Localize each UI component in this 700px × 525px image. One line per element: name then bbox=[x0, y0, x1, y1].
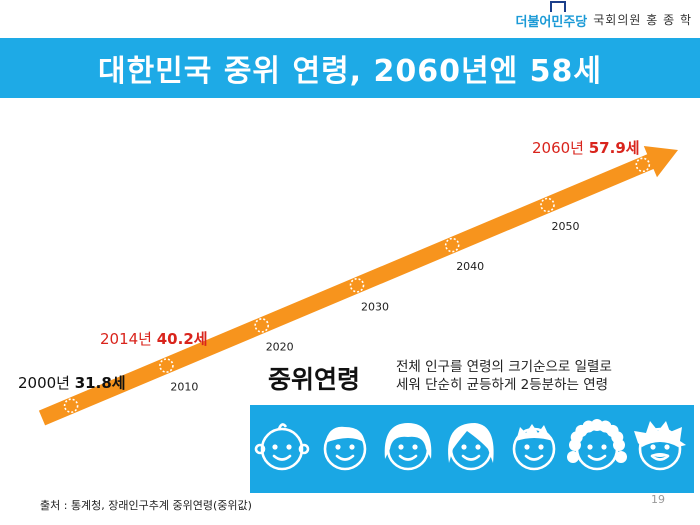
curly-woman-face-icon bbox=[567, 419, 627, 471]
girl-face-icon bbox=[384, 423, 432, 471]
boy-face-icon bbox=[323, 426, 367, 471]
callout-2014: 2014년 40.2세 bbox=[100, 330, 208, 348]
old-man-face-icon bbox=[634, 421, 686, 471]
man-face-icon bbox=[512, 424, 556, 471]
tick-label-2050: 2050 bbox=[552, 220, 580, 233]
year-marker-2010 bbox=[159, 358, 174, 373]
page-title: 대한민국 중위 연령, 2060년엔 58세 bbox=[97, 54, 603, 89]
callout-year-2060: 2060년 bbox=[532, 139, 589, 157]
page-number: 19 bbox=[651, 493, 665, 506]
definition-text: 전체 인구를 연령의 크기순으로 일렬로 세워 단순히 균등하게 2등분하는 연… bbox=[396, 359, 612, 393]
year-marker-2050 bbox=[540, 197, 555, 213]
tick-label-2040: 2040 bbox=[456, 260, 484, 273]
year-marker-2040 bbox=[444, 237, 460, 253]
trend-arrow bbox=[38, 146, 678, 426]
baby-face-icon bbox=[254, 423, 310, 471]
title-bar: 대한민국 중위 연령, 2060년엔 58세 bbox=[0, 38, 700, 98]
callout-year-2014: 2014년 bbox=[100, 330, 157, 348]
year-marker-2020 bbox=[254, 318, 270, 333]
tick-label-2030: 2030 bbox=[361, 300, 389, 313]
header-brand: 더불어민주당 국회의원 홍 종 학 bbox=[516, 0, 693, 32]
callout-year-2000: 2000년 bbox=[18, 374, 75, 392]
definition-term: 중위연령 bbox=[268, 365, 361, 394]
callout-value-2060: 57.9세 bbox=[589, 139, 640, 157]
callout-value-2014: 40.2세 bbox=[157, 330, 208, 348]
tick-label-2020: 2020 bbox=[266, 340, 294, 353]
lawmaker-name: 국회의원 홍 종 학 bbox=[593, 12, 692, 27]
tick-label-2010: 2010 bbox=[170, 381, 198, 394]
year-marker-2030 bbox=[349, 277, 365, 293]
callout-2000: 2000년 31.8세 bbox=[18, 374, 126, 392]
woman-face-icon bbox=[448, 423, 494, 471]
people-icons bbox=[254, 419, 686, 471]
people-panel bbox=[250, 405, 694, 493]
callout-2060: 2060년 57.9세 bbox=[532, 139, 640, 157]
party-logo: 더불어민주당 bbox=[516, 0, 587, 30]
source-note: 출처 : 통계청, 장래인구추계 중위연령(중위값) bbox=[40, 499, 252, 512]
year-marker-2000 bbox=[63, 398, 79, 414]
callout-value-2000: 31.8세 bbox=[75, 374, 126, 392]
year-marker-2060 bbox=[635, 157, 651, 173]
